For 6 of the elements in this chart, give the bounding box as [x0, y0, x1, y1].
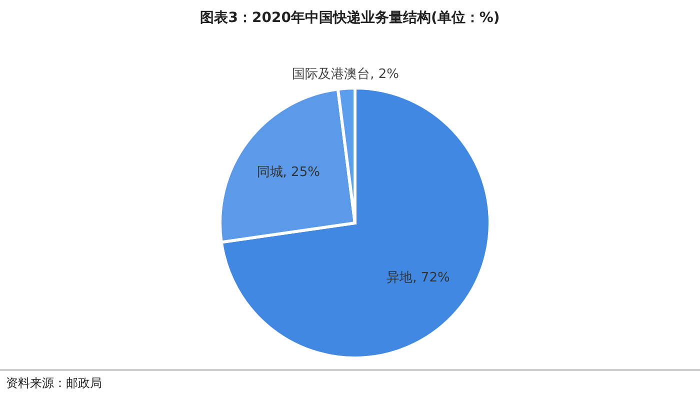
slice-label: 异地, 72% [386, 270, 450, 286]
text: 资料来源：邮政局 [6, 376, 102, 390]
slice-label: 国际及港澳台, 2% [292, 66, 399, 82]
slice-label: 同城, 25% [256, 164, 320, 180]
chart-title: 图表3：2020年中国快递业务量结构(单位：%) [200, 9, 500, 26]
pie-slice [220, 86, 492, 360]
